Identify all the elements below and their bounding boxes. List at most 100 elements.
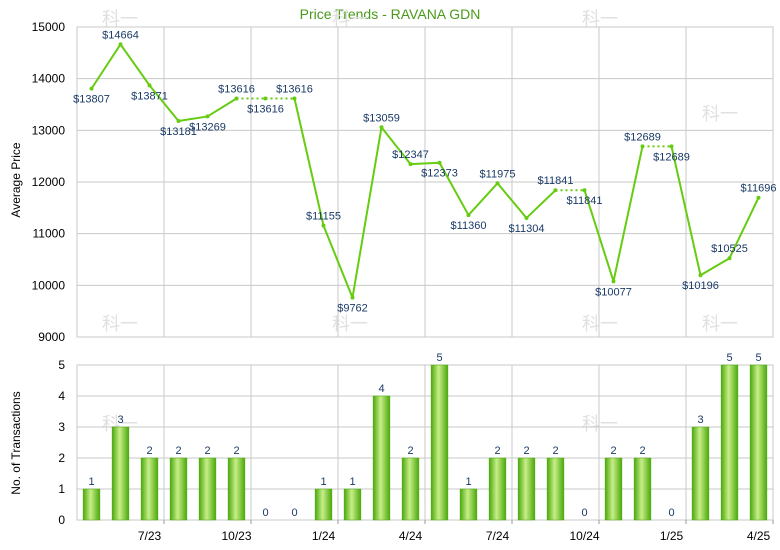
transaction-bar (401, 457, 420, 521)
transaction-bar (343, 488, 362, 521)
price-y-tick-label: 12000 (32, 175, 66, 189)
transaction-count-label: 2 (407, 445, 413, 457)
price-value-label: $11975 (480, 168, 516, 180)
price-line-segment (90, 43, 122, 90)
transaction-count-label: 0 (668, 507, 674, 519)
transaction-count-label: 5 (726, 352, 732, 364)
transactions-y-tick-label: 1 (58, 482, 65, 496)
price-point (524, 215, 529, 220)
price-point (263, 96, 268, 101)
price-line-segment (583, 189, 615, 282)
price-y-tick-label: 13000 (32, 123, 66, 137)
transaction-count-label: 1 (320, 476, 326, 488)
transaction-count-label: 2 (523, 445, 529, 457)
price-point (582, 188, 587, 193)
watermark-text: 科一 (582, 414, 618, 435)
price-y-tick-label: 10000 (32, 278, 66, 292)
x-tick-label: 10/23 (221, 529, 251, 543)
x-tick-label: 7/23 (138, 529, 162, 543)
transaction-bar (430, 364, 449, 521)
watermark-text: 科一 (102, 9, 138, 30)
transaction-count-label: 2 (610, 445, 616, 457)
watermark-text: 科一 (702, 104, 738, 125)
price-value-label: $13269 (189, 121, 226, 133)
transaction-count-label: 5 (436, 352, 442, 364)
price-point (321, 223, 326, 228)
price-value-label: $11155 (306, 211, 341, 223)
price-value-label: $13059 (363, 112, 400, 124)
transaction-count-label: 2 (552, 445, 558, 457)
transaction-bar (314, 488, 333, 521)
transaction-count-label: 2 (175, 445, 181, 457)
price-point (176, 118, 181, 123)
price-value-label: $11360 (451, 220, 487, 232)
price-line-segment (670, 146, 702, 276)
price-point (727, 256, 732, 261)
price-value-label: $12689 (624, 131, 661, 143)
transaction-count-label: 3 (697, 414, 703, 426)
transaction-bar (169, 457, 188, 521)
price-y-tick-label: 9000 (38, 330, 65, 344)
watermark-text: 科一 (582, 314, 618, 335)
price-point (437, 160, 442, 165)
price-point (495, 181, 500, 186)
price-line-segment (525, 189, 557, 219)
transaction-count-label: 1 (465, 476, 471, 488)
price-line-segment (438, 162, 470, 216)
price-value-label: $13616 (247, 104, 284, 116)
x-tick-label: 4/25 (747, 529, 771, 543)
transaction-bar (227, 457, 246, 521)
transaction-bar (82, 488, 101, 521)
price-point (756, 195, 761, 200)
price-line-segment (178, 115, 208, 122)
price-point (350, 295, 355, 300)
transaction-bar (633, 457, 652, 521)
watermark-text: 科一 (702, 314, 738, 335)
price-point (292, 96, 297, 101)
price-value-label: $13807 (73, 94, 110, 106)
price-point (205, 114, 210, 119)
price-point (466, 213, 471, 218)
price-point (89, 86, 94, 91)
transactions-grid: 0 1 2 3 4 5 7/23 10/23 1/24 4/24 7/24 10/24 1/25 4/25 (58, 358, 774, 543)
transaction-bar (749, 364, 768, 521)
price-point (640, 144, 645, 149)
transaction-count-label: 0 (581, 507, 587, 519)
price-point (669, 144, 674, 149)
price-point (118, 42, 123, 47)
transaction-bar (372, 395, 391, 521)
transaction-bars: 1 3 2 2 2 2 0 0 1 1 4 2 5 1 2 2 2 0 2 2 0 3 5 5 (82, 352, 768, 521)
transaction-bar (140, 457, 159, 521)
price-line-segment (293, 98, 325, 226)
transaction-count-label: 1 (349, 476, 355, 488)
transaction-bar (459, 488, 478, 521)
transaction-count-label: 2 (204, 445, 210, 457)
x-tick-label: 10/24 (569, 529, 599, 543)
price-point (234, 96, 239, 101)
transaction-count-label: 2 (146, 445, 152, 457)
x-tick-label: 4/24 (399, 529, 423, 543)
transaction-count-label: 0 (262, 507, 268, 519)
price-line-segment (612, 146, 644, 282)
transactions-y-tick-label: 5 (58, 358, 65, 372)
transaction-bar (604, 457, 623, 521)
transaction-count-label: 1 (88, 476, 94, 488)
price-value-label: $10525 (711, 243, 748, 255)
chart-title: Price Trends - RAVANA GDN (299, 6, 481, 22)
transaction-count-label: 2 (233, 445, 239, 457)
price-line-segment (148, 84, 180, 122)
price-point (147, 83, 152, 88)
transaction-count-label: 0 (291, 507, 297, 519)
price-line-segment (380, 126, 412, 165)
transaction-count-label: 4 (378, 383, 384, 395)
price-line-segment (119, 43, 151, 86)
price-value-label: $10077 (595, 286, 632, 298)
price-point (698, 273, 703, 278)
price-y-tick-label: 15000 (32, 20, 66, 34)
price-value-label: $13616 (218, 84, 255, 96)
transaction-bar (546, 457, 565, 521)
price-value-label: $12689 (653, 151, 690, 163)
price-y-tick-label: 14000 (32, 72, 66, 86)
transaction-count-label: 5 (755, 352, 761, 364)
